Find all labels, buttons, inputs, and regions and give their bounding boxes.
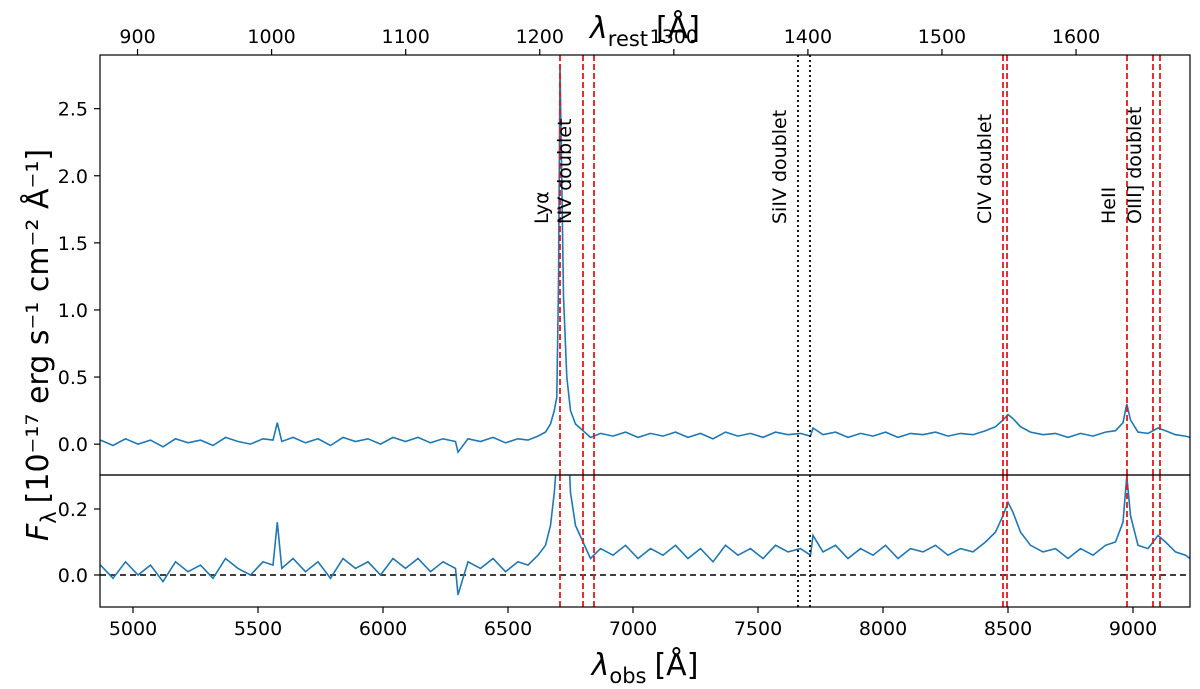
- line-label: OIII] doublet: [1124, 107, 1146, 224]
- x2-tick-label: 1600: [1052, 26, 1100, 48]
- x-tick-label: 6000: [359, 618, 407, 640]
- x2-tick-label: 900: [119, 26, 155, 48]
- spectrum-line: [100, 475, 1190, 596]
- line-label: SiIV doublet: [769, 110, 791, 224]
- x2-tick-label: 1500: [918, 26, 966, 48]
- line-label: Lyα: [531, 191, 553, 224]
- axis-label: λobs [Å]: [590, 647, 699, 688]
- axis-label: λrest [Å]: [588, 10, 700, 51]
- x2-tick-label: 1400: [784, 26, 832, 48]
- x-tick-label: 7000: [609, 618, 657, 640]
- x-tick-label: 8000: [859, 618, 907, 640]
- x-tick-label: 5500: [234, 618, 282, 640]
- spectrum-line: [100, 64, 1190, 455]
- axis-label-sub: λ: [37, 511, 61, 523]
- axis-label-unit: [Å]: [654, 647, 698, 683]
- x2-tick-label: 1100: [382, 26, 430, 48]
- y-tick-label: 2.5: [58, 99, 88, 121]
- axis-label-symbol: λ: [590, 648, 610, 683]
- x-tick-label: 5000: [109, 618, 157, 640]
- line-label: NV doublet: [554, 119, 576, 224]
- x2-tick-label: 1200: [516, 26, 564, 48]
- y-tick-label: 1.5: [58, 233, 88, 255]
- line-label: HeII: [1098, 187, 1120, 224]
- y-tick-label: 2.0: [58, 166, 88, 188]
- axis-label-unit: [10⁻¹⁷ erg s⁻¹ cm⁻² Å⁻¹]: [20, 149, 56, 503]
- plot-area: [100, 64, 1190, 455]
- panel-frame: [99, 474, 1191, 608]
- x-tick-label: 8500: [984, 618, 1032, 640]
- x2-tick-label: 1000: [247, 26, 295, 48]
- x-tick-label: 9000: [1109, 618, 1157, 640]
- panel-frame: [99, 54, 1191, 476]
- y-tick-label: 0.0: [58, 565, 88, 587]
- y-tick-label: 0.2: [58, 499, 88, 521]
- y-tick-label: 1.0: [58, 300, 88, 322]
- x-tick-label: 6500: [484, 618, 532, 640]
- axis-label-sub: obs: [609, 664, 646, 688]
- y-tick-label: 0.5: [58, 367, 88, 389]
- x-tick-label: 7500: [734, 618, 782, 640]
- axis-label-sub: rest: [608, 27, 648, 51]
- x2-tick-label: 1300: [650, 26, 698, 48]
- y-tick-label: 0.0: [58, 434, 88, 456]
- line-label: CIV doublet: [974, 114, 996, 224]
- axis-label-symbol: F: [21, 523, 56, 541]
- plot-area: [100, 475, 1190, 596]
- axis-label-symbol: λ: [588, 11, 608, 46]
- axis-label-unit: [Å]: [656, 10, 700, 46]
- axis-label: Fλ [10⁻¹⁷ erg s⁻¹ cm⁻² Å⁻¹]: [20, 149, 61, 541]
